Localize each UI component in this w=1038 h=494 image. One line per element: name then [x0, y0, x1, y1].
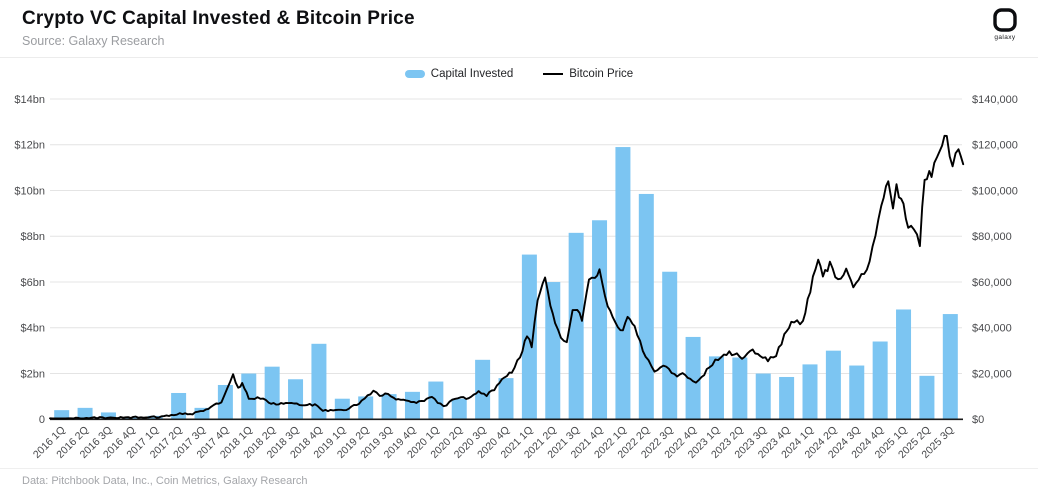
capital-invested-bar — [592, 220, 608, 420]
capital-invested-bar — [755, 373, 771, 420]
footer-divider — [0, 468, 1038, 469]
galaxy-logo-icon — [984, 7, 1026, 33]
data-attribution: Data: Pitchbook Data, Inc., Coin Metrics… — [22, 475, 308, 487]
right-axis-tick: $120,000 — [972, 140, 1018, 152]
right-axis-tick: $40,000 — [972, 323, 1012, 335]
chart-legend: Capital Invested Bitcoin Price — [0, 68, 1038, 80]
left-axis-tick: 0 — [39, 414, 45, 426]
page-title: Crypto VC Capital Invested & Bitcoin Pri… — [22, 8, 415, 29]
bitcoin-price-swatch-icon — [543, 72, 564, 76]
legend-item-capital-invested: Capital Invested — [404, 68, 514, 80]
right-axis-tick: $80,000 — [972, 231, 1012, 243]
capital-invested-bar — [100, 412, 116, 420]
capital-invested-bar — [358, 396, 374, 420]
capital-invested-bar — [54, 410, 70, 420]
left-axis-tick: $2bn — [21, 368, 45, 380]
capital-invested-bar — [942, 314, 958, 420]
capital-invested-bar — [849, 365, 865, 420]
capital-invested-bar — [872, 341, 888, 420]
capital-invested-bar — [708, 356, 724, 420]
capital-invested-bar — [521, 254, 537, 420]
left-axis-tick: $8bn — [21, 231, 45, 243]
source-label: Source: Galaxy Research — [22, 34, 165, 48]
capital-invested-bar — [615, 147, 631, 420]
galaxy-logo-text: galaxy — [994, 34, 1016, 41]
right-axis-tick: $140,000 — [972, 94, 1018, 106]
left-axis-tick: $14bn — [14, 94, 45, 106]
right-axis-tick: $60,000 — [972, 277, 1012, 289]
capital-invested-bar — [171, 392, 187, 420]
left-axis-tick: $4bn — [21, 323, 45, 335]
capital-invested-bar — [896, 309, 912, 420]
capital-invested-bar — [638, 193, 654, 420]
right-axis-tick: $100,000 — [972, 185, 1018, 197]
capital-invested-bar — [451, 398, 467, 420]
left-axis-tick: $10bn — [14, 185, 45, 197]
capital-invested-bar — [825, 350, 841, 420]
right-axis-tick: $0 — [972, 414, 984, 426]
capital-invested-bar — [217, 384, 233, 420]
legend-label: Bitcoin Price — [569, 68, 634, 80]
capital-invested-bar — [77, 407, 93, 420]
capital-invested-bar — [264, 366, 280, 420]
capital-invested-bar — [662, 271, 678, 420]
capital-invested-bar — [404, 391, 420, 420]
bitcoin-price-line — [49, 134, 965, 420]
legend-label: Capital Invested — [430, 68, 514, 80]
left-axis-tick: $12bn — [14, 140, 45, 152]
capital-invested-bar — [802, 364, 818, 420]
capital-invested-bar — [545, 282, 561, 420]
capital-invested-bar — [288, 379, 304, 420]
header-divider — [0, 57, 1038, 58]
capital-invested-bar — [919, 375, 935, 420]
capital-invested-bar — [568, 232, 584, 420]
capital-invested-bar — [732, 357, 748, 420]
capital-invested-bar — [779, 376, 795, 420]
capital-invested-bar — [685, 336, 701, 420]
galaxy-logo: galaxy — [984, 7, 1026, 41]
capital-invested-bar — [334, 398, 350, 420]
capital-invested-bar — [498, 378, 514, 420]
capital-invested-swatch-icon — [404, 70, 425, 78]
left-axis-tick: $6bn — [21, 277, 45, 289]
capital-invested-bar — [475, 359, 491, 420]
capital-invested-bar — [381, 394, 397, 420]
capital-invested-bar — [311, 343, 327, 420]
capital-invested-bar — [194, 407, 210, 420]
legend-item-bitcoin-price: Bitcoin Price — [543, 68, 633, 80]
right-axis-tick: $20,000 — [972, 368, 1012, 380]
